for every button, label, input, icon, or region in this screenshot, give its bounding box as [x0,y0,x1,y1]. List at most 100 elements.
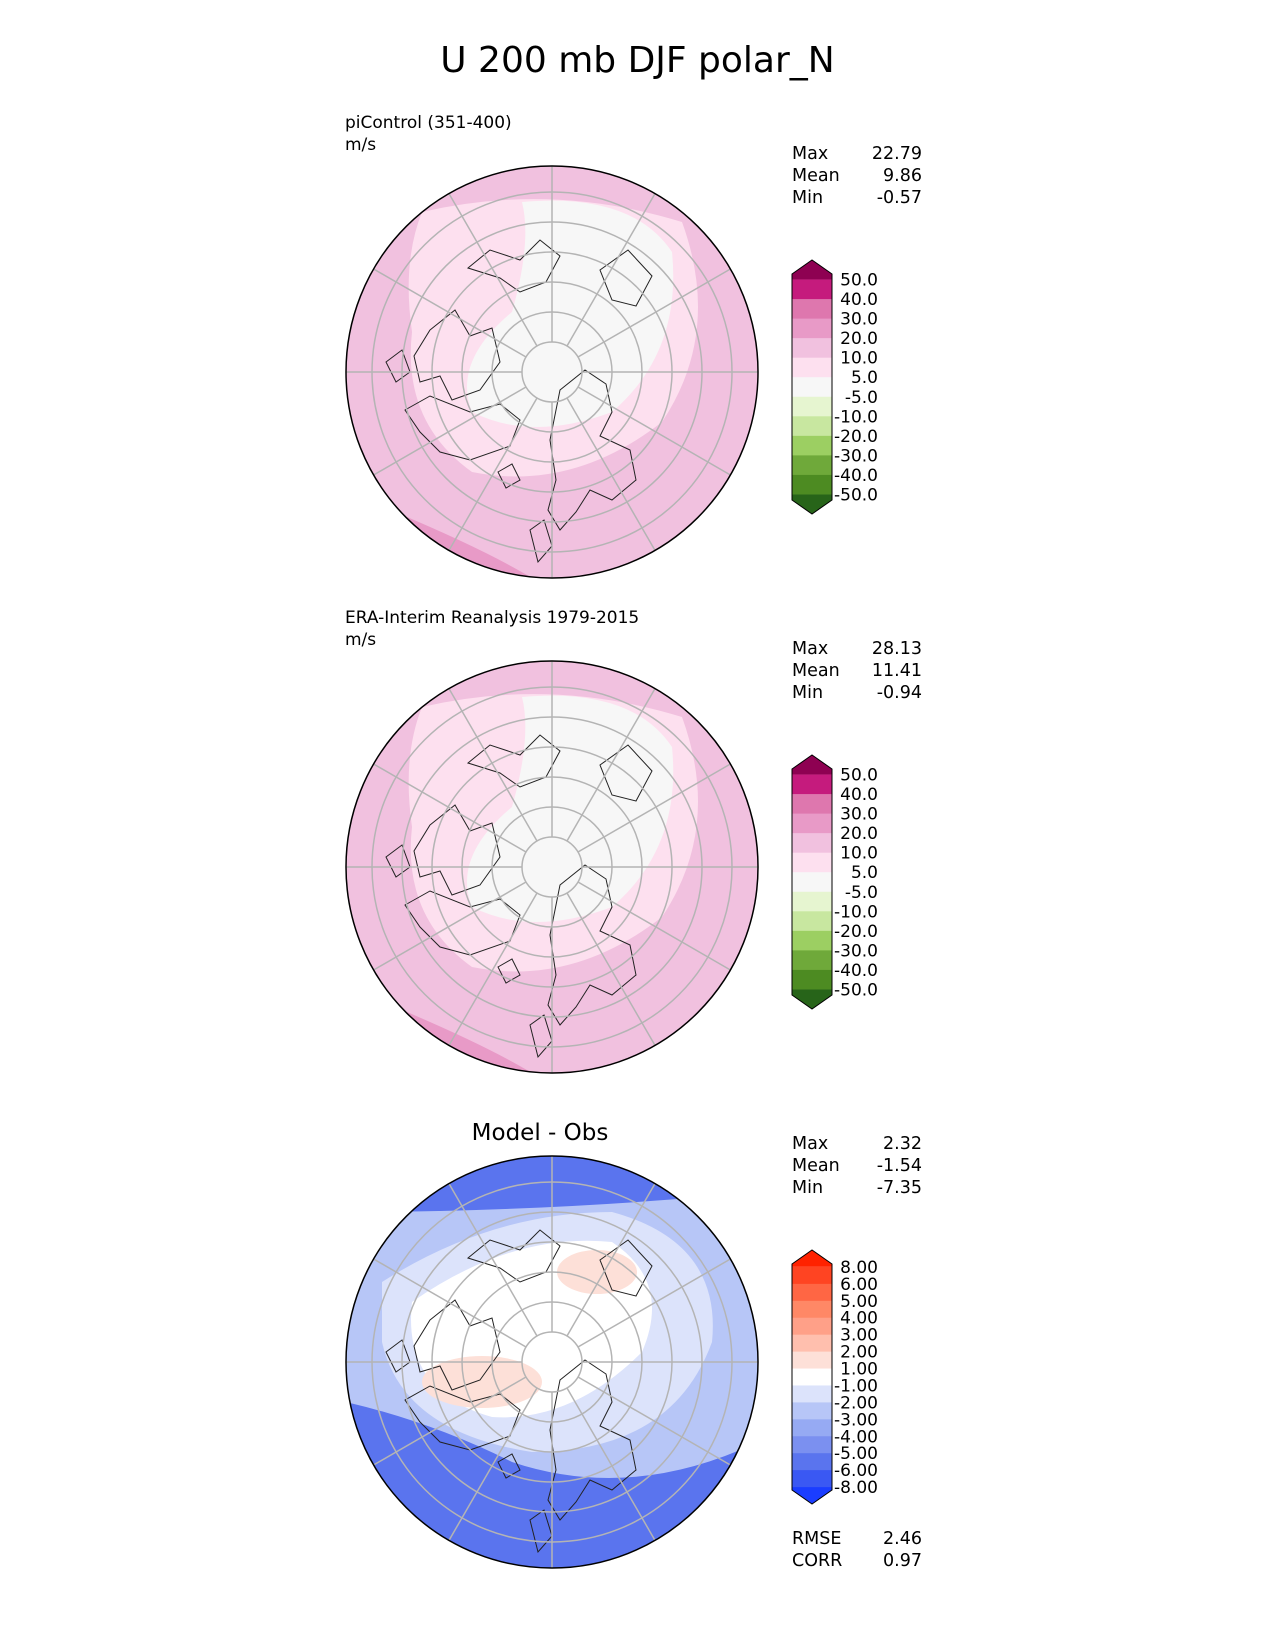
graticule [346,661,758,1073]
stat-value: -0.57 [876,188,922,208]
contour-field [346,166,758,578]
colorbar-tick-label: 3.00 [840,1326,878,1346]
colorbar-swatch [792,969,832,990]
field-core [467,695,674,922]
colorbar-tick-label: -40.0 [834,961,878,981]
colorbar-swatch [792,950,832,971]
colorbar-swatch [792,891,832,912]
colorbar-swatch [792,416,832,437]
colorbar-tick-label: -6.00 [834,1461,878,1481]
coastline [599,249,653,307]
colorbar-tick-label: 20.0 [840,824,878,844]
colorbar-swatch [792,1436,832,1454]
colorbar-swatch [792,794,832,815]
colorbar-tick-label: 5.0 [851,368,878,388]
contour-field [346,1156,758,1568]
colorbar-swatch [792,1419,832,1437]
meridian [566,892,656,1046]
stat-label: Min [792,683,824,703]
panel-caption: ERA-Interim Reanalysis 1979-2015 [345,608,640,628]
colorbar-tick-label: -8.00 [834,1478,878,1498]
colorbar-tick-label: -5.00 [834,1444,878,1464]
colorbar-swatch [792,455,832,476]
colorbar-swatch [792,1266,832,1285]
meridian [373,268,527,358]
colorbar-swatch [792,1368,832,1386]
meridian [448,892,538,1046]
colorbar-swatch [792,1334,832,1353]
colorbar-tick-label: -10.0 [834,407,878,427]
colorbar-swatch [792,474,832,495]
panel-units: m/s [345,135,377,155]
colorbar-tick-label: 50.0 [840,271,878,291]
colorbar-swatch [792,833,832,854]
colorbar: 50.040.030.020.010.05.0-5.0-10.0-20.0-30… [791,259,878,515]
colorbar-tick-label: -4.00 [834,1427,878,1447]
colorbar-tick-label: 30.0 [840,310,878,330]
colorbar-extension-bottom [792,494,832,514]
colorbar-swatch [792,930,832,951]
colorbar-tick-label: 6.00 [840,1275,878,1295]
colorbar-swatch [792,299,832,320]
graticule [346,1156,758,1568]
colorbar-extension-bottom [792,1487,832,1504]
stat-label: Max [792,144,829,164]
colorbar-extension-top [792,1250,832,1267]
meridian [577,763,731,853]
coastline [599,744,653,802]
colorbar: 50.040.030.020.010.05.0-5.0-10.0-20.0-30… [791,754,878,1010]
coastline [599,1239,653,1297]
map-boundary [345,1155,759,1569]
colorbar-outline [791,1249,833,1505]
meridian [373,763,527,853]
meridian [566,1183,656,1337]
field-positive-anomaly [422,1356,542,1408]
colorbar-tick-label: 4.00 [840,1309,878,1329]
contour-field [346,661,758,1073]
polar-map: 8.006.005.004.003.002.001.00-1.00-2.00-3… [345,1155,878,1569]
figure-title: U 200 mb DJF polar_N [440,40,835,81]
meridian [566,193,656,347]
colorbar-tick-label: -20.0 [834,427,878,447]
colorbar-tick-label: 5.0 [851,863,878,883]
panel-model: piControl (351-400) m/s Max 22.79 Mean 9.8… [0,100,1275,579]
coastline [413,309,501,401]
colorbar-swatch [792,911,832,932]
colorbar-tick-label: -20.0 [834,922,878,942]
colorbar-tick-label: -2.00 [834,1393,878,1413]
coastline [466,1229,561,1283]
colorbar-outline [791,259,833,515]
field-positive-anomaly [557,1250,637,1294]
coastline [497,1453,521,1479]
colorbar-tick-label: -50.0 [834,485,878,505]
stat-value: 28.13 [871,639,922,659]
colorbar-tick-label: 8.00 [840,1258,878,1278]
colorbar-swatch [792,338,832,359]
colorbar-swatch [792,1351,832,1370]
colorbar-tick-label: -50.0 [834,980,878,1000]
coastline [497,958,521,984]
colorbar-tick-label: -5.0 [845,388,878,408]
meridian [577,1258,731,1348]
colorbar-tick-label: 50.0 [840,766,878,786]
colorbar-swatch [792,1283,832,1302]
polar-map: 50.040.030.020.010.05.0-5.0-10.0-20.0-30… [345,165,878,579]
colorbar-swatch [792,318,832,339]
coastline [466,734,561,788]
colorbar-swatch [792,1402,832,1420]
panel-diff: Model - Obs Max 2.32 Mean -1.54 Min -7.35 R… [0,1090,1275,1571]
footer-stats-box: RMSE 2.46 CORR 0.97 [792,1528,922,1572]
colorbar-swatch [792,813,832,834]
stat-label: Max [792,639,829,659]
polar-map: 50.040.030.020.010.05.0-5.0-10.0-20.0-30… [345,660,878,1074]
colorbar-extension-top [792,755,832,775]
stats-box: Max 22.79 Mean 9.86 Min -0.57 [792,143,922,209]
colorbar-extension-top [792,260,832,280]
colorbar-tick-label: -30.0 [834,446,878,466]
meridian [566,397,656,551]
map-boundary [345,165,759,579]
meridian [577,1376,731,1466]
colorbar-tick-label: 1.00 [840,1360,878,1380]
colorbar-tick-label: 20.0 [840,329,878,349]
colorbar-tick-label: -5.0 [845,883,878,903]
